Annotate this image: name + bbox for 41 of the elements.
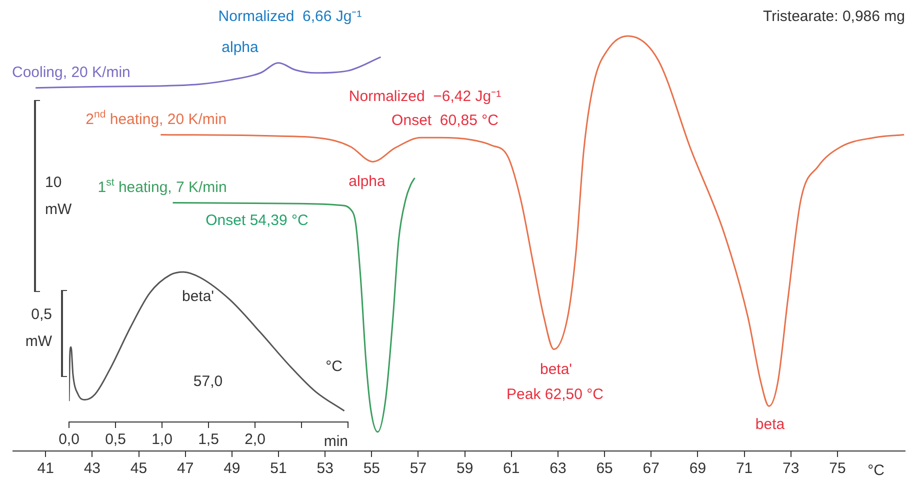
annotation: alpha — [348, 173, 386, 190]
annotation: Peak 62,50 °C — [506, 386, 604, 404]
annotation: 10 mW — [45, 174, 72, 218]
annotation: 0,5 mW — [25, 306, 53, 350]
x-tick-label: 57 — [410, 460, 427, 478]
x-tick-label: 41 — [37, 460, 54, 478]
annotation: Normalized −6,42 Jg⁻¹ — [348, 88, 502, 106]
x-axis-title: °C — [868, 462, 885, 480]
x-tick-label: 0,0 — [58, 431, 80, 448]
x-tick-label: 61 — [503, 460, 520, 478]
annotation: Onset 54,39 °C — [206, 212, 309, 230]
x-tick-label: 63 — [550, 460, 566, 478]
x-tick-label: 73 — [782, 460, 800, 478]
x-tick-label: 1,0 — [152, 431, 172, 448]
x-tick-label: 45 — [130, 460, 148, 478]
text: Normalized 6,66 Jg⁻¹ — [218, 8, 362, 26]
x-tick-label: 53 — [316, 460, 334, 478]
x-tick-label: 71 — [736, 460, 753, 478]
x-tick-label: 43 — [84, 460, 101, 478]
annotation: beta — [755, 416, 786, 434]
series-label: Cooling, 20 K/min — [12, 64, 130, 81]
x-tick-label: 1,5 — [198, 431, 219, 448]
x-tick-label: 75 — [829, 460, 846, 478]
x-tick-label: 67 — [642, 460, 660, 478]
annotation: alpha — [222, 39, 260, 56]
text: Tristearate: 0,986 mg — [762, 8, 906, 26]
x-tick-label: 47 — [177, 460, 194, 478]
x-tick-label: 69 — [689, 460, 706, 478]
x-tick-label: 0,5 — [105, 431, 126, 448]
x-tick-label: 49 — [224, 460, 240, 478]
x-tick-label: 51 — [270, 460, 287, 478]
annotation: beta' — [540, 361, 572, 378]
x-tick-label: 55 — [363, 460, 380, 478]
annotation: 57,0 — [193, 373, 223, 390]
x-axis-title: min — [324, 433, 348, 450]
x-tick-label: 59 — [456, 460, 474, 478]
annotation: beta' — [182, 288, 214, 306]
annotation: °C — [326, 358, 343, 376]
x-tick-label: 2,0 — [244, 431, 266, 448]
annotation: Onset 60,85 °C — [392, 112, 499, 130]
x-tick-label: 65 — [596, 460, 613, 478]
